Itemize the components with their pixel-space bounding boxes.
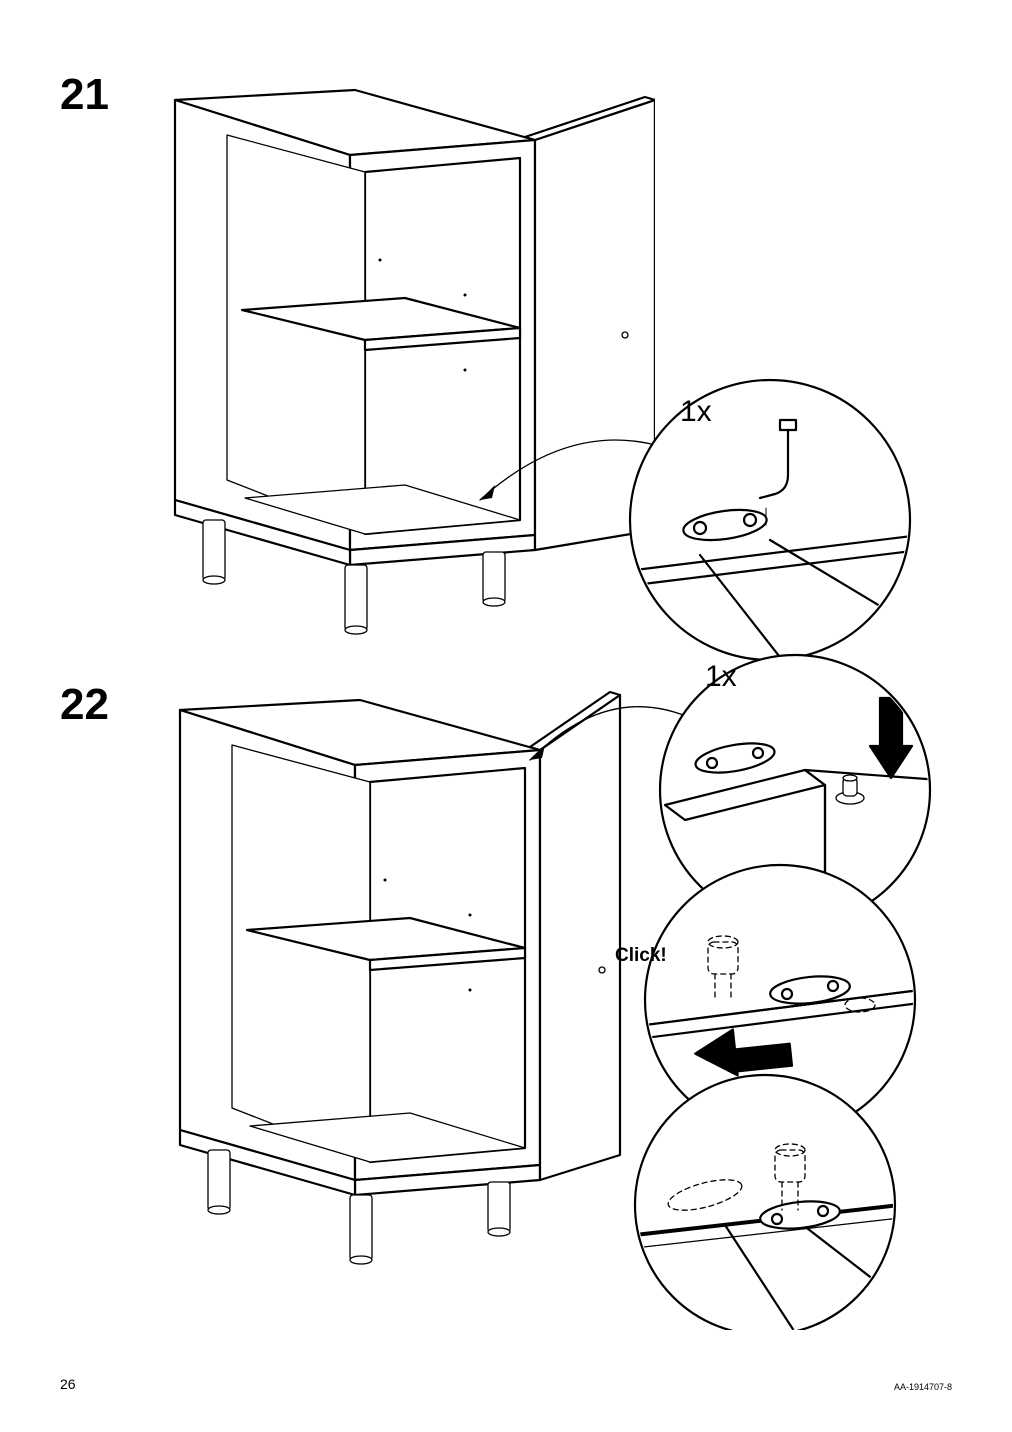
qty-22: 1x xyxy=(705,660,737,694)
qty-21: 1x xyxy=(680,395,712,429)
step22-details xyxy=(520,650,970,1330)
footer-page-number: 26 xyxy=(60,1376,76,1392)
click-label: Click! xyxy=(615,945,667,967)
page: 21 xyxy=(0,0,1012,1432)
step-number-22: 22 xyxy=(60,680,109,730)
step-number-21: 21 xyxy=(60,70,109,120)
footer-doc-code: AA-1914707-8 xyxy=(894,1382,952,1392)
